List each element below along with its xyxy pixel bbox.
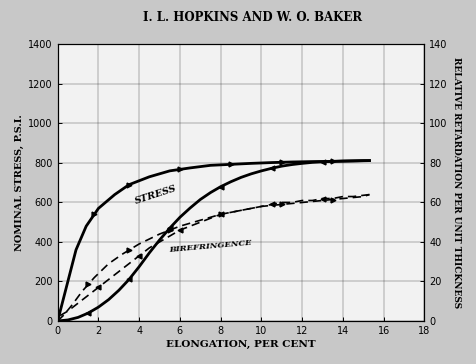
Text: I. L. HOPKINS AND W. O. BAKER: I. L. HOPKINS AND W. O. BAKER — [143, 11, 362, 24]
Y-axis label: NOMINAL STRESS, P.S.I.: NOMINAL STRESS, P.S.I. — [15, 114, 24, 251]
Text: BIREFRINGENCE: BIREFRINGENCE — [169, 238, 252, 253]
Text: STRESS: STRESS — [133, 183, 178, 206]
X-axis label: ELONGATION, PER CENT: ELONGATION, PER CENT — [166, 340, 316, 349]
Y-axis label: RELATIVE RETARDATION PER UNIT THICKNESS: RELATIVE RETARDATION PER UNIT THICKNESS — [452, 57, 461, 308]
